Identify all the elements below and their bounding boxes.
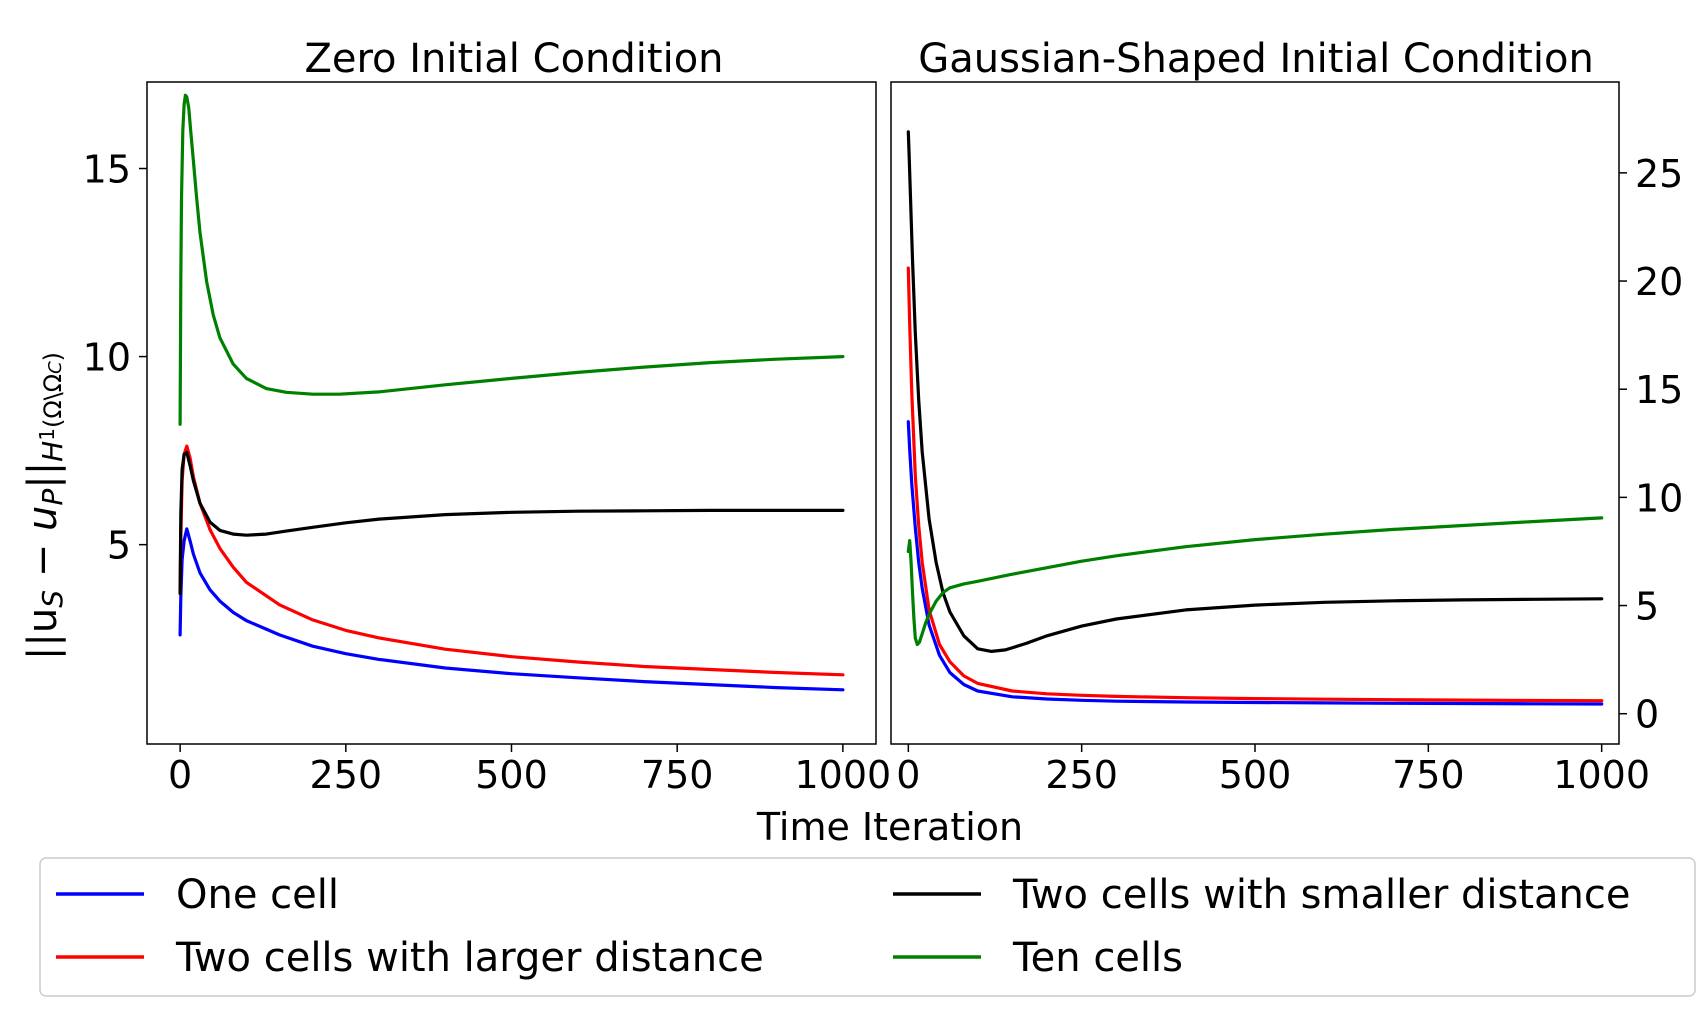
y-tick-label-gaussian-5: 5: [1635, 585, 1659, 629]
y-label-u-p: P: [36, 489, 69, 506]
panel-zero-ticks: 0 250 500 750 1000 5 10 15: [83, 148, 892, 797]
series-line-gaussian-two-cells-with-larger-distance: [906, 266, 1604, 703]
panel-gaussian-ticks: 0 250 500 750 1000 0 5 10 15 20 25: [896, 152, 1683, 797]
series-line-zero-two-cells-with-smaller-distance: [178, 450, 845, 596]
panel-title-gaussian: Gaussian-Shaped Initial Condition: [918, 36, 1594, 82]
panel-gaussian-frame: [890, 81, 1620, 745]
series-line-gaussian-one-cell: [906, 420, 1604, 706]
x-tick-label-zero-0: 0: [168, 753, 192, 797]
y-label-domain: (Ω\Ω: [39, 374, 67, 428]
y-label-close: ): [39, 352, 67, 361]
panel-zero-series: [178, 93, 845, 692]
y-tick-label-gaussian-20: 20: [1635, 260, 1683, 304]
y-label-end: ||: [20, 462, 66, 489]
x-tick-label-zero-750: 750: [641, 753, 714, 797]
x-axis-label: Time Iteration: [756, 805, 1023, 849]
x-tick-label-gaussian-0: 0: [896, 753, 920, 797]
x-tick-label-gaussian-500: 500: [1219, 753, 1292, 797]
y-tick-label-gaussian-10: 10: [1635, 476, 1683, 520]
legend: One cell Two cells with larger distance …: [39, 857, 1696, 997]
legend-box: [39, 857, 1696, 997]
x-tick-label-gaussian-250: 250: [1045, 753, 1118, 797]
y-axis-label: ||uS − uP||H1(Ω\ΩC): [20, 352, 69, 660]
y-tick-label-zero-15: 15: [83, 148, 131, 192]
series-line-gaussian-two-cells-with-smaller-distance: [906, 130, 1604, 653]
series-line-zero-one-cell: [178, 527, 845, 692]
y-label-main: ||u: [20, 608, 66, 660]
x-tick-label-gaussian-750: 750: [1392, 753, 1465, 797]
panel-gaussian-initial: Gaussian-Shaped Initial Condition 0 250 50…: [890, 36, 1683, 797]
x-tick-label-gaussian-1000: 1000: [1553, 753, 1650, 797]
y-label-mid: − u: [20, 506, 66, 590]
y-tick-label-gaussian-15: 15: [1635, 368, 1683, 412]
panel-title-zero: Zero Initial Condition: [304, 36, 723, 82]
y-label-c: C: [45, 361, 66, 374]
panel-gaussian-series: [906, 130, 1604, 706]
y-tick-label-zero-10: 10: [83, 336, 131, 380]
y-label-sup: 1: [35, 428, 59, 441]
legend-label-ten-cells: Ten cells: [1012, 935, 1183, 981]
y-tick-label-gaussian-0: 0: [1635, 693, 1659, 737]
y-label-u-s: S: [36, 590, 69, 608]
legend-label-larger-distance: Two cells with larger distance: [175, 935, 764, 981]
panel-zero-frame: [146, 81, 877, 745]
series-line-gaussian-ten-cells: [906, 516, 1604, 647]
series-line-zero-ten-cells: [178, 93, 845, 426]
panel-zero-initial: Zero Initial Condition 0 250 500 750 1000 5 10…: [83, 36, 892, 797]
legend-label-smaller-distance: Two cells with smaller distance: [1012, 872, 1630, 918]
x-tick-label-zero-1000: 1000: [795, 753, 892, 797]
y-tick-label-zero-5: 5: [107, 524, 131, 568]
x-tick-label-zero-250: 250: [310, 753, 383, 797]
legend-label-one-cell: One cell: [176, 872, 339, 918]
y-label-h: H: [36, 441, 69, 462]
series-line-zero-two-cells-with-larger-distance: [178, 444, 845, 677]
x-tick-label-zero-500: 500: [475, 753, 548, 797]
y-tick-label-gaussian-25: 25: [1635, 152, 1683, 196]
